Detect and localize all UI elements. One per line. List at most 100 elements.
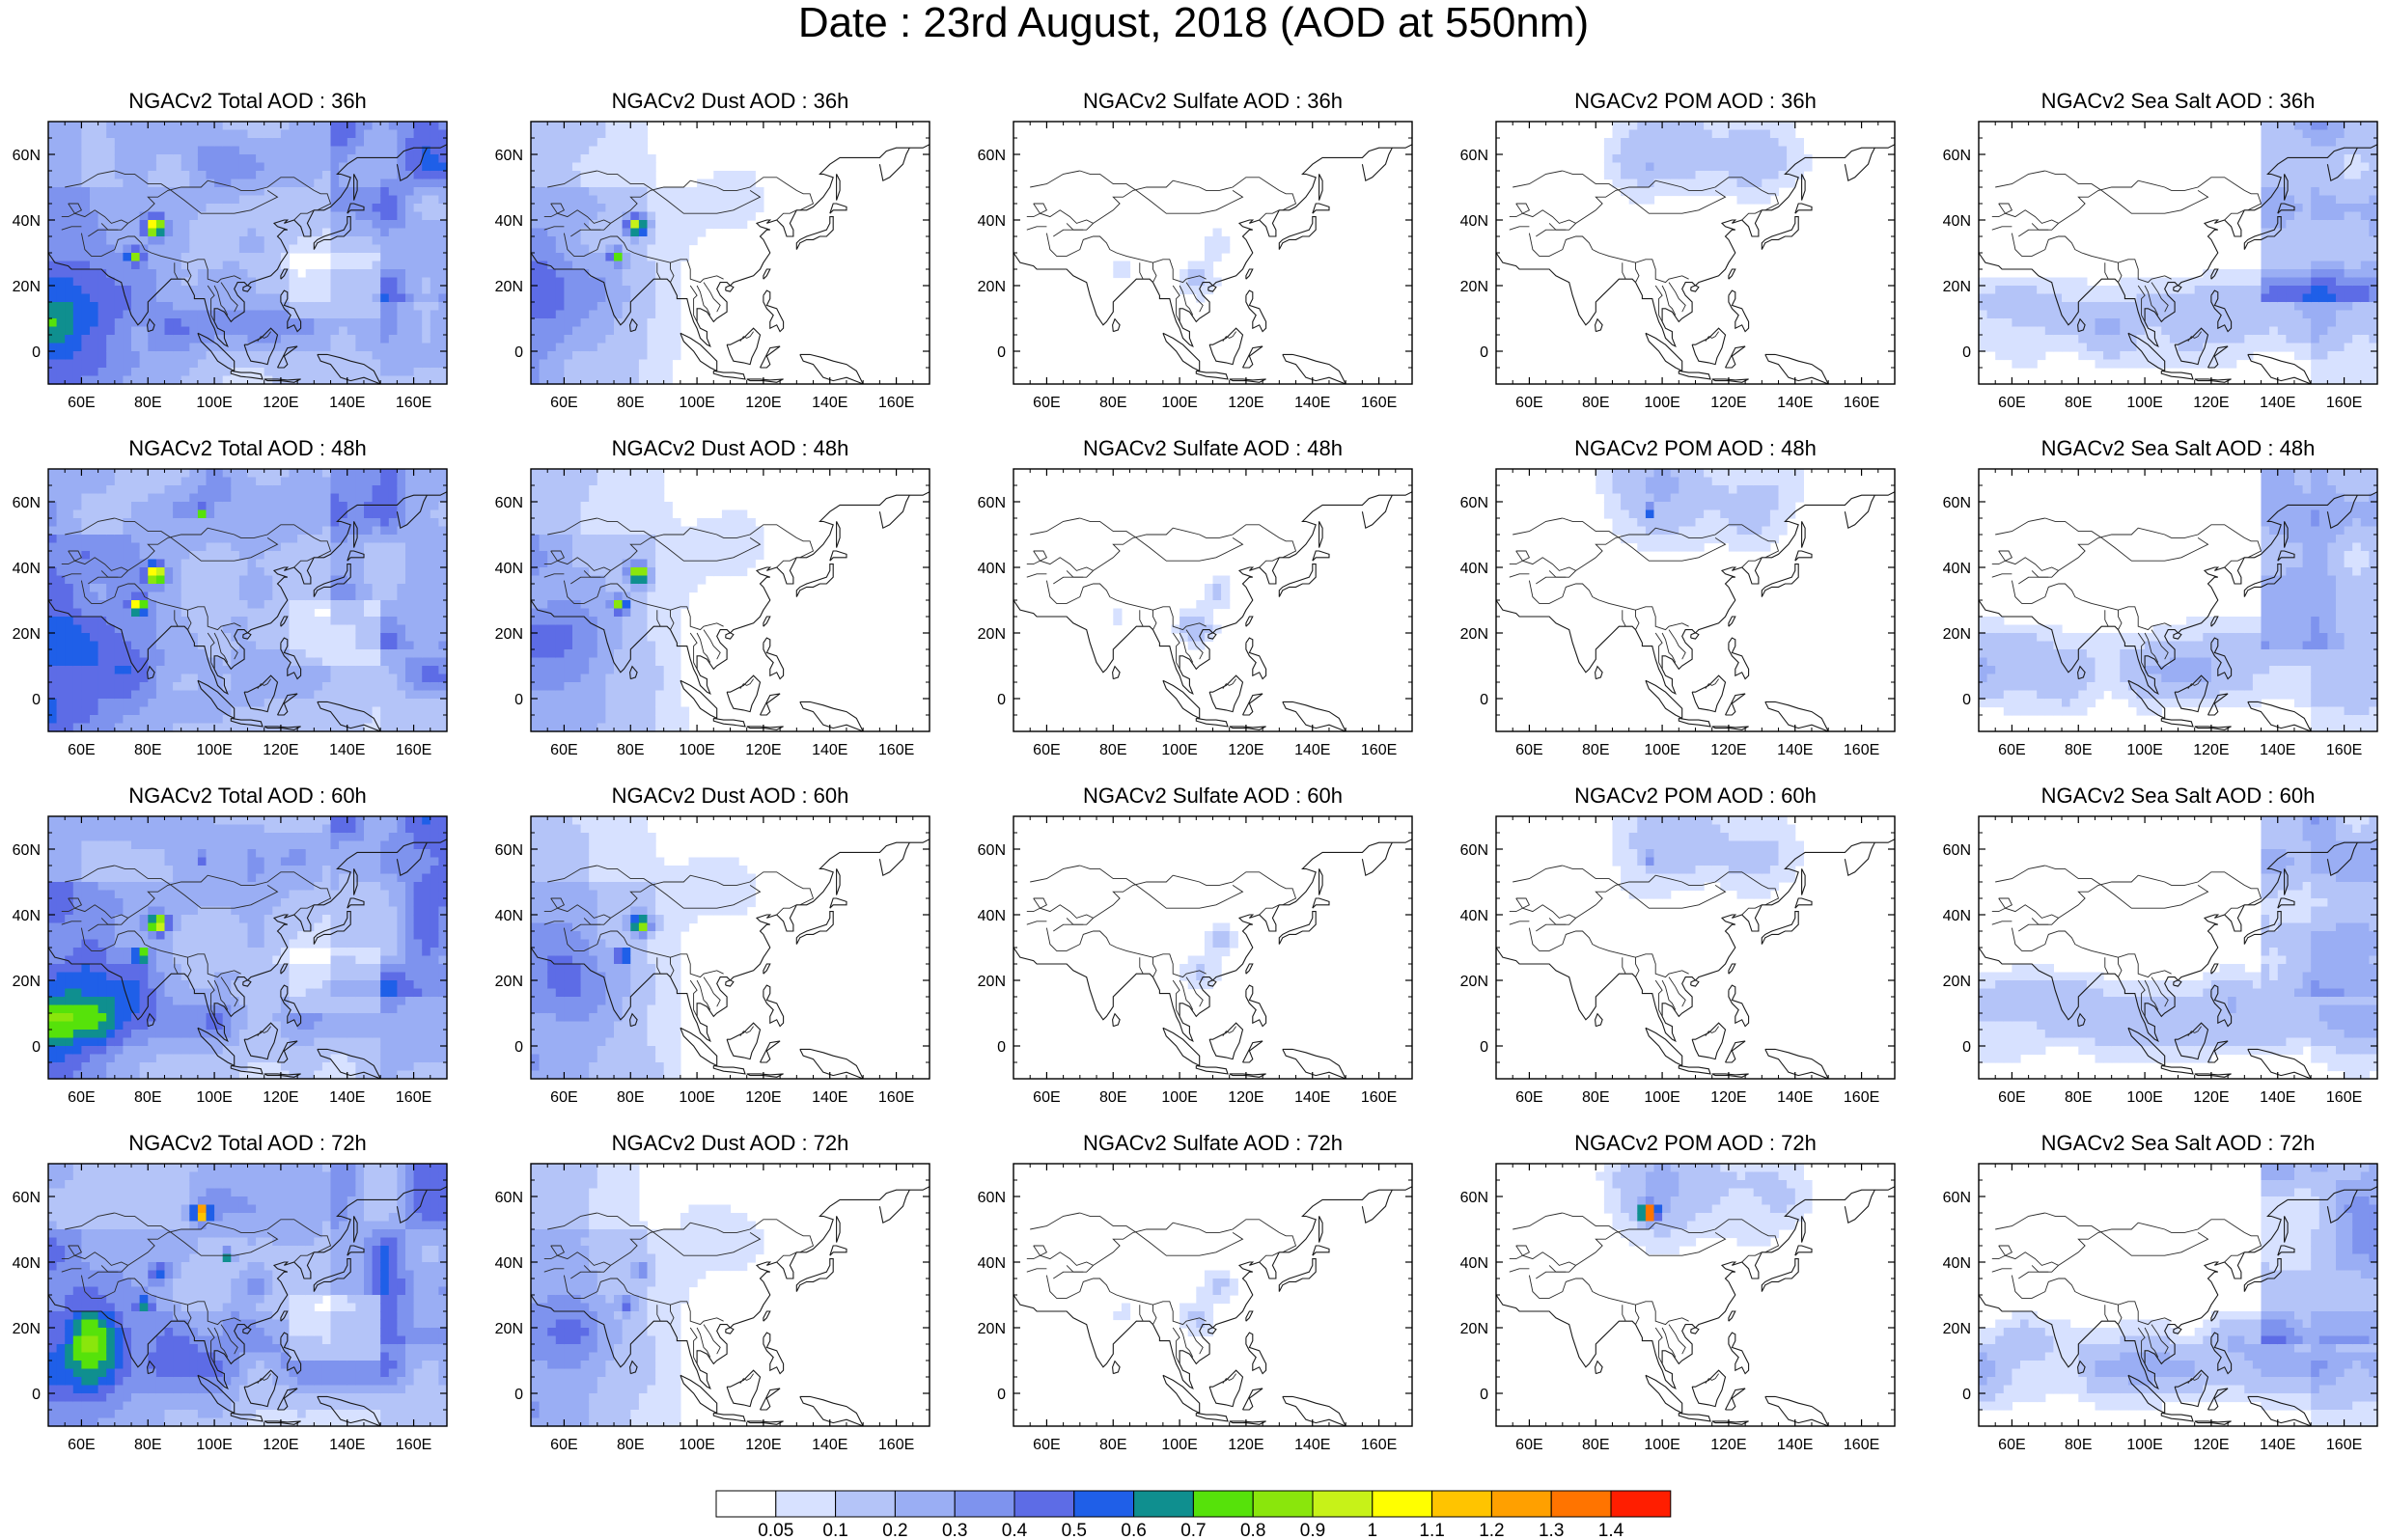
lon-tick-label: 80E — [1582, 395, 1609, 411]
lon-tick-label: 80E — [2065, 1089, 2092, 1106]
lon-tick-label: 120E — [745, 1437, 781, 1453]
lon-tick-label: 100E — [196, 1437, 232, 1453]
lat-tick-label: 40N — [13, 908, 41, 924]
lon-tick-label: 60E — [1033, 742, 1060, 758]
lat-tick-label: 60N — [1460, 1190, 1488, 1206]
coastlines — [1013, 144, 1412, 384]
map-plot: 60E 80E 100E 120E 140E 160E 60N 40N 20N 0 — [13, 468, 448, 758]
lon-tick-label: 160E — [878, 1437, 914, 1453]
lon-tick-label: 80E — [1099, 1089, 1126, 1106]
lon-tick-label: 100E — [2126, 742, 2162, 758]
lon-tick-label: 140E — [2260, 1089, 2295, 1106]
map-panel-pom-0: 60E 80E 100E 120E 140E 160E 60N 40N 20N 0 NGACv2 P… — [1448, 89, 1896, 417]
map-panel-pom-3: 60E 80E 100E 120E 140E 160E 60N 40N 20N 0 NGACv2 P… — [1448, 1131, 1896, 1459]
lat-tick-label: 0 — [997, 344, 1006, 361]
lon-tick-label: 140E — [1294, 742, 1330, 758]
lon-tick-label: 160E — [878, 1089, 914, 1106]
lat-tick-label: 0 — [1480, 344, 1488, 361]
lon-tick-label: 160E — [878, 395, 914, 411]
lon-tick-label: 100E — [2126, 1437, 2162, 1453]
panel-title: NGACv2 Sea Salt AOD : 48h — [2040, 436, 2316, 460]
lon-tick-label: 160E — [396, 1437, 431, 1453]
lon-tick-label: 160E — [396, 1089, 431, 1106]
lon-tick-label: 80E — [1099, 742, 1126, 758]
lat-tick-label: 0 — [32, 1039, 41, 1056]
map-panel-sulfate-0: 60E 80E 100E 120E 140E 160E 60N 40N 20N 0 NGACv2 S… — [965, 89, 1413, 417]
aod-field — [531, 816, 756, 1080]
map-panel-dust-0: 60E 80E 100E 120E 140E 160E 60N 40N 20N 0 NGACv2 D… — [483, 89, 930, 417]
coastlines — [1496, 491, 1895, 731]
lat-tick-label: 20N — [1460, 626, 1488, 643]
colorbar-label: 1.4 — [1598, 1521, 1624, 1540]
lon-tick-label: 80E — [1099, 395, 1126, 411]
panel-title: NGACv2 Total AOD : 48h — [128, 436, 367, 460]
map-panel-pom-1: 60E 80E 100E 120E 140E 160E 60N 40N 20N 0 NGACv2 P… — [1448, 436, 1896, 764]
lat-tick-label: 20N — [13, 279, 41, 295]
colorbar-swatch — [1192, 1490, 1254, 1518]
map-panel-sulfate-2: 60E 80E 100E 120E 140E 160E 60N 40N 20N 0 NGACv2 S… — [965, 784, 1413, 1112]
colorbar-label: 0.4 — [1002, 1521, 1028, 1540]
map-plot: 60E 80E 100E 120E 140E 160E 60N 40N 20N 0 — [495, 121, 930, 411]
lon-tick-label: 140E — [2260, 742, 2295, 758]
panel-title: NGACv2 Sulfate AOD : 36h — [1082, 89, 1344, 113]
map-plot: 60E 80E 100E 120E 140E 160E 60N 40N 20N 0 — [1460, 468, 1896, 758]
coastlines — [48, 1186, 447, 1426]
lon-tick-label: 60E — [550, 742, 577, 758]
lat-tick-label: 40N — [1943, 908, 1971, 924]
map-plot: 60E 80E 100E 120E 140E 160E 60N 40N 20N 0 — [13, 1163, 448, 1453]
lon-tick-label: 120E — [1228, 395, 1263, 411]
lon-tick-label: 140E — [2260, 1437, 2295, 1453]
lon-tick-label: 140E — [1777, 742, 1813, 758]
colorbar-label: 0.9 — [1300, 1521, 1325, 1540]
lat-tick-label: 60N — [13, 1190, 41, 1206]
lat-tick-label: 60N — [495, 148, 523, 164]
aod-field — [1979, 816, 2378, 1080]
lon-tick-label: 140E — [812, 742, 847, 758]
lon-tick-label: 120E — [1710, 395, 1746, 411]
lon-tick-label: 80E — [617, 1089, 644, 1106]
coastlines — [48, 144, 447, 384]
lat-tick-label: 60N — [1943, 495, 1971, 511]
panel-title: NGACv2 Total AOD : 60h — [128, 784, 367, 808]
lat-tick-label: 60N — [1943, 1190, 1971, 1206]
colorbar: 0.05 0.1 0.2 0.3 0.4 0.5 0.6 0.7 0.8 0.9 1 1.1 1.2 1.… — [715, 1490, 1672, 1540]
lon-tick-label: 100E — [1644, 1089, 1679, 1106]
colorbar-swatch — [1610, 1490, 1672, 1518]
coastlines — [1013, 1186, 1412, 1426]
lon-tick-label: 120E — [1710, 742, 1746, 758]
map-plot: 60E 80E 100E 120E 140E 160E 60N 40N 20N 0 — [1460, 815, 1896, 1106]
lat-tick-label: 60N — [13, 148, 41, 164]
aod-field — [1603, 122, 1813, 205]
lat-tick-label: 0 — [514, 1387, 523, 1403]
lat-tick-label: 40N — [495, 1255, 523, 1272]
lon-tick-label: 80E — [1582, 1089, 1609, 1106]
panel-title: NGACv2 POM AOD : 36h — [1574, 89, 1817, 113]
lon-tick-label: 120E — [2193, 395, 2229, 411]
panel-title: NGACv2 Dust AOD : 36h — [611, 89, 849, 113]
lon-tick-label: 160E — [1361, 395, 1397, 411]
lon-tick-label: 160E — [1361, 1437, 1397, 1453]
lat-tick-label: 60N — [978, 1190, 1006, 1206]
aod-field — [531, 1164, 764, 1427]
lat-tick-label: 0 — [514, 692, 523, 708]
lat-tick-label: 20N — [1460, 1321, 1488, 1337]
lon-tick-label: 80E — [134, 395, 161, 411]
lat-tick-label: 60N — [495, 495, 523, 511]
map-panel-seasalt-1: 60E 80E 100E 120E 140E 160E 60N 40N 20N 0 NGACv2 S… — [1930, 436, 2378, 764]
lon-tick-label: 140E — [2260, 395, 2295, 411]
lat-tick-label: 20N — [1943, 974, 1971, 990]
lat-tick-label: 0 — [1962, 692, 1971, 708]
lon-tick-label: 120E — [745, 742, 781, 758]
lat-tick-label: 0 — [1480, 1039, 1488, 1056]
aod-field — [1596, 1164, 1813, 1255]
map-plot: 60E 80E 100E 120E 140E 160E 60N 40N 20N 0 — [1943, 121, 2378, 411]
aod-field — [1612, 816, 1804, 899]
map-panel-sulfate-1: 60E 80E 100E 120E 140E 160E 60N 40N 20N 0 NGACv2 S… — [965, 436, 1413, 764]
lon-tick-label: 160E — [1844, 742, 1879, 758]
panel-title: NGACv2 Sulfate AOD : 48h — [1082, 436, 1344, 460]
colorbar-label: 1.2 — [1479, 1521, 1504, 1540]
map-panel-pom-2: 60E 80E 100E 120E 140E 160E 60N 40N 20N 0 NGACv2 P… — [1448, 784, 1896, 1112]
lat-tick-label: 0 — [32, 692, 41, 708]
lat-tick-label: 60N — [1943, 148, 1971, 164]
panel-title: NGACv2 POM AOD : 60h — [1574, 784, 1817, 808]
